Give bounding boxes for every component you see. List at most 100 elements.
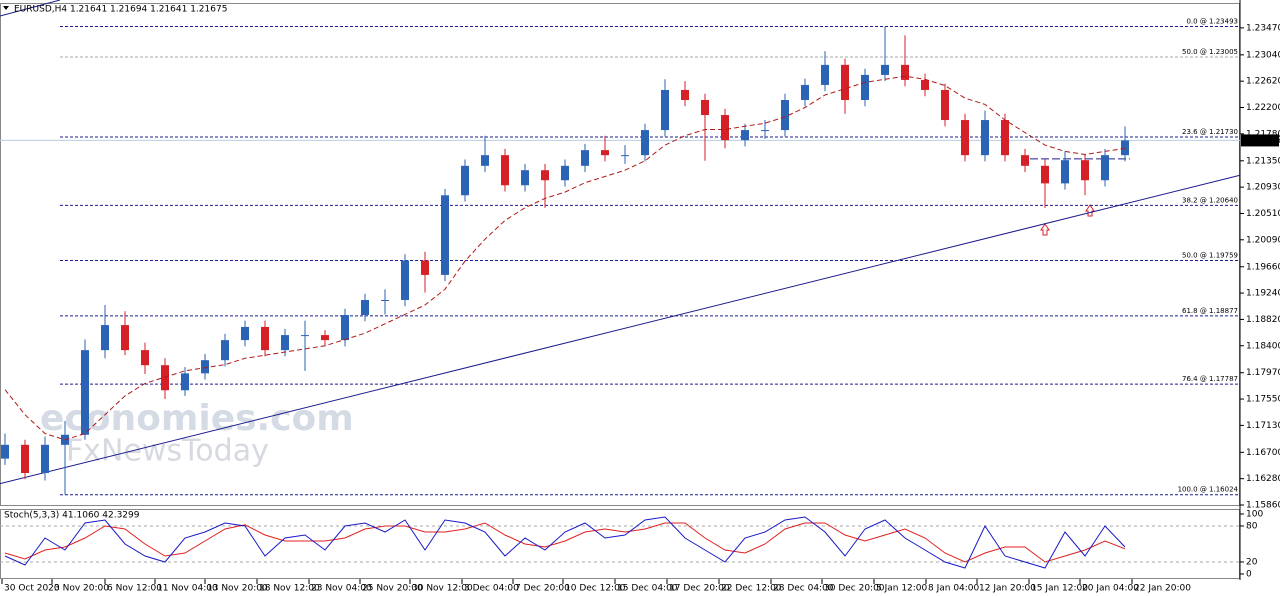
x-tick-label: 18 Nov 12:00 xyxy=(259,584,320,594)
fib-label: 76.4 @ 1.17787 xyxy=(1182,375,1238,383)
x-tick-label: 25 Nov 20:00 xyxy=(362,584,423,594)
x-tick-label: 15 Dec 04:00 xyxy=(617,584,678,594)
fib-label: 38.2 @ 1.20640 xyxy=(1182,196,1238,204)
candle-body xyxy=(721,115,729,141)
candle-body xyxy=(561,165,569,181)
x-tick-label: 3 Nov 20:00 xyxy=(54,584,109,594)
candle-body xyxy=(601,150,609,156)
candle-body xyxy=(521,170,529,186)
fib-label: 50.0 @ 1.19759 xyxy=(1182,252,1238,260)
stoch-y-tick-label: 20 xyxy=(1246,557,1258,567)
candle-body xyxy=(501,155,509,186)
candle-body xyxy=(221,340,229,361)
candle-body xyxy=(881,64,889,75)
x-tick-label: 6 Nov 12:00 xyxy=(107,584,162,594)
fib-label: 50.0 @ 1.23005 xyxy=(1182,48,1238,56)
stoch-title: Stoch(5,3,3) 41.1060 42.3299 xyxy=(4,511,140,521)
watermark: FxNewsToday xyxy=(66,434,269,469)
candle-body xyxy=(201,360,209,374)
y-tick-label: 1.21350 xyxy=(1246,156,1280,166)
x-tick-label: 12 Jan 20:00 xyxy=(979,584,1036,594)
candle-body xyxy=(541,170,549,181)
y-tick-label: 1.22200 xyxy=(1246,103,1280,113)
candle-body xyxy=(681,89,689,100)
candle-body xyxy=(841,64,849,100)
candle-body xyxy=(401,260,409,300)
channel-line xyxy=(0,0,61,17)
candle-body xyxy=(141,350,149,366)
x-tick-label: 30 Dec 20:00 xyxy=(824,584,885,594)
candle-body xyxy=(921,79,929,90)
x-tick-label: 15 Jan 12:00 xyxy=(1031,584,1088,594)
stoch-y-tick-label: 100 xyxy=(1246,509,1263,519)
candle-body xyxy=(81,350,89,435)
stoch-y-tick-label: 80 xyxy=(1246,521,1258,531)
x-tick-label: 30 Oct 2020 xyxy=(4,584,60,594)
stoch-y-tick-label: 0 xyxy=(1246,569,1252,579)
candle-body xyxy=(781,99,789,131)
y-tick-label: 1.19660 xyxy=(1246,262,1280,272)
current-price-tag xyxy=(1241,134,1279,147)
fib-label: 100.0 @ 1.16024 xyxy=(1178,486,1239,494)
y-tick-label: 1.18820 xyxy=(1246,315,1280,325)
candle-body xyxy=(441,195,449,275)
candle-body xyxy=(1081,160,1089,181)
candle-body xyxy=(281,335,289,351)
candle-body xyxy=(941,89,949,121)
x-tick-label: 22 Dec 12:00 xyxy=(721,584,782,594)
candle-body xyxy=(861,74,869,100)
x-tick-label: 20 Jan 04:00 xyxy=(1082,584,1139,594)
y-tick-label: 1.23040 xyxy=(1246,50,1280,60)
candle-body xyxy=(1021,155,1029,166)
candle-body xyxy=(321,335,329,341)
candle-body xyxy=(801,84,809,100)
x-tick-label: 3 Dec 04:00 xyxy=(464,584,519,594)
stoch-panel xyxy=(0,509,1240,579)
y-tick-label: 1.23470 xyxy=(1246,23,1280,33)
stoch-signal xyxy=(4,522,1126,563)
menu-icon xyxy=(3,6,9,10)
x-tick-label: 8 Jan 04:00 xyxy=(928,584,980,594)
fib-label: 0.0 @ 1.23493 xyxy=(1186,17,1238,25)
candle-body xyxy=(821,64,829,85)
trend-line xyxy=(0,174,1241,485)
x-tick-label: 23 Nov 04:00 xyxy=(311,584,372,594)
chart-title: EURUSD,H4 1.21641 1.21694 1.21641 1.2167… xyxy=(14,5,227,15)
y-tick-label: 1.17970 xyxy=(1246,368,1280,378)
candle-body xyxy=(701,99,709,116)
candle-body xyxy=(901,64,909,80)
fib-label: 23.6 @ 1.21730 xyxy=(1182,128,1238,136)
candle-body xyxy=(1001,120,1009,156)
x-tick-label: 7 Dec 20:00 xyxy=(515,584,570,594)
moving-average xyxy=(4,75,1126,441)
candle-body xyxy=(341,315,349,341)
x-tick-label: 22 Jan 20:00 xyxy=(1134,584,1191,594)
current-price-label: 1.21675 xyxy=(1244,136,1280,146)
candle-body xyxy=(421,260,429,275)
y-tick-label: 1.17550 xyxy=(1246,395,1280,405)
y-tick-label: 1.16280 xyxy=(1246,474,1280,484)
candle-body xyxy=(1061,160,1069,184)
x-tick-label: 28 Dec 04:00 xyxy=(773,584,834,594)
candle-body xyxy=(1041,165,1049,184)
candle-body xyxy=(981,120,989,156)
y-tick-label: 1.20090 xyxy=(1246,235,1280,245)
candle-body xyxy=(1121,140,1129,156)
candle-body xyxy=(741,130,749,141)
candle-body xyxy=(621,155,629,157)
candle-body xyxy=(361,299,369,316)
candle-body xyxy=(961,120,969,156)
candle-body xyxy=(641,130,649,156)
candle-body xyxy=(1,444,9,459)
x-tick-label: 10 Dec 12:00 xyxy=(565,584,626,594)
y-tick-label: 1.21780 xyxy=(1246,129,1280,139)
x-tick-label: 11 Nov 04:00 xyxy=(157,584,218,594)
y-tick-label: 1.17130 xyxy=(1246,421,1280,431)
y-tick-label: 1.20510 xyxy=(1246,209,1280,219)
candle-body xyxy=(481,155,489,166)
candle-body xyxy=(161,365,169,391)
candle-body xyxy=(761,130,769,132)
arrow-up xyxy=(1085,204,1095,217)
candle-body xyxy=(241,326,249,341)
